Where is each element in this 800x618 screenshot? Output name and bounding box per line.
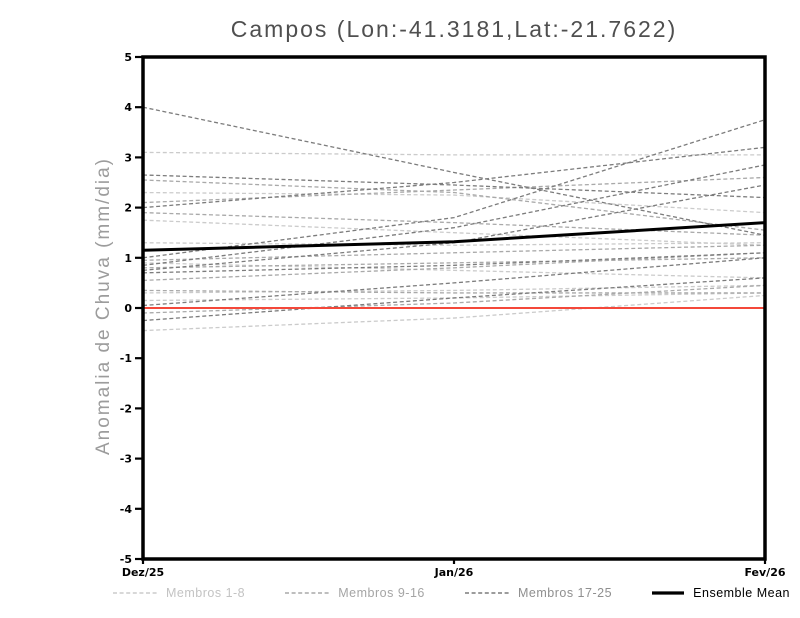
member-line [142, 252, 766, 282]
member-line [142, 242, 766, 246]
x-tick [763, 559, 767, 564]
x-tick [141, 559, 145, 564]
legend: Membros 1-8 Membros 9-16 Membros 17-25 Ense… [112, 584, 790, 602]
member-line [142, 211, 766, 236]
legend-item-label: Membros 9-16 [338, 586, 425, 600]
member-line [142, 106, 766, 236]
x-tick-label: Dez/25 [122, 566, 164, 579]
legend-item-membros-9-16: Membros 9-16 [284, 586, 425, 600]
legend-item-label: Membros 1-8 [166, 586, 246, 600]
ensemble-mean-line [142, 221, 766, 252]
y-tick-label: 1 [124, 252, 132, 265]
legend-item-membros-17-25: Membros 17-25 [464, 586, 612, 600]
y-tick-label: 2 [124, 202, 132, 215]
member-line [142, 146, 766, 209]
chart-title: Campos (Lon:-41.3181,Lat:-21.7622) [230, 16, 678, 42]
x-tick-label: Fev/26 [744, 566, 785, 579]
member-line [142, 151, 765, 156]
member-line [142, 176, 766, 204]
y-tick-label: 5 [124, 51, 132, 64]
member-line [142, 289, 765, 294]
y-tick [135, 557, 143, 561]
y-tick-label: 0 [124, 302, 132, 315]
member-line [142, 252, 766, 274]
y-tick-label: 3 [124, 151, 132, 164]
y-tick [135, 55, 143, 59]
y-tick-label: -1 [120, 352, 132, 365]
member-line [142, 294, 766, 332]
member-line [142, 257, 766, 307]
y-tick [135, 306, 143, 310]
member-line [142, 179, 766, 231]
legend-item-label: Membros 17-25 [517, 586, 613, 600]
y-tick-label: -4 [120, 503, 133, 516]
member-line [142, 284, 766, 314]
y-tick [135, 256, 143, 259]
member-line [142, 191, 766, 214]
legend-item-label: Ensemble Mean [693, 586, 790, 600]
y-tick [135, 156, 143, 159]
legend-item-ensemble-mean: Ensemble Mean [651, 586, 790, 600]
y-tick [135, 507, 143, 510]
y-tick-label: -2 [120, 402, 132, 415]
legend-dashed-line-swatch [113, 592, 157, 594]
legend-dashed-line-swatch [285, 592, 330, 594]
legend-dashed-line-swatch [464, 592, 509, 594]
member-line [142, 257, 766, 269]
member-line [142, 174, 766, 199]
member-line [142, 262, 766, 279]
y-tick-label: 4 [124, 101, 132, 114]
y-tick-label: -3 [120, 453, 132, 466]
y-tick-label: -5 [120, 553, 132, 566]
member-line [142, 277, 766, 322]
y-tick [135, 357, 143, 360]
y-tick [135, 106, 143, 109]
member-line [142, 284, 766, 294]
member-line [142, 119, 766, 259]
legend-solid-line-swatch [652, 591, 685, 595]
x-tick-label: Jan/26 [434, 566, 474, 579]
member-line [142, 244, 766, 261]
y-tick [135, 457, 143, 460]
legend-item-membros-1-8: Membros 1-8 [112, 586, 245, 600]
y-tick [135, 206, 143, 209]
member-line [142, 164, 766, 266]
x-tick [452, 559, 456, 564]
y-tick [135, 407, 143, 410]
y-axis-title: Anomalia de Chuva (mm/dia) [93, 156, 114, 456]
member-line [142, 219, 766, 246]
